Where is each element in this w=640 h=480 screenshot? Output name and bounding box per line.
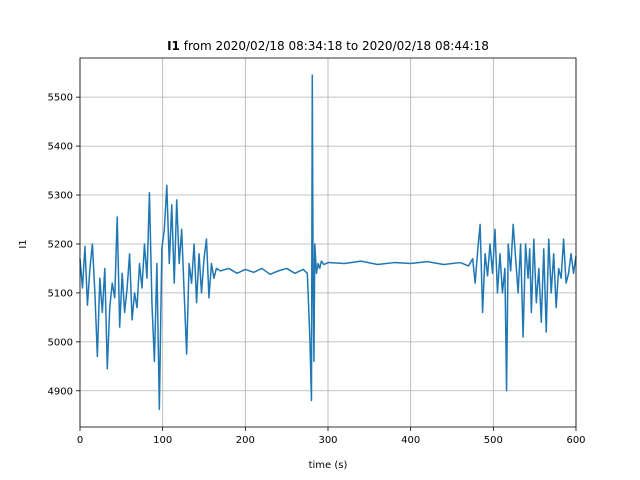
- x-tick-label: 0: [77, 435, 83, 446]
- y-axis-label: I1: [18, 239, 29, 248]
- y-tick-label: 5100: [48, 288, 73, 299]
- x-tick-label: 500: [484, 435, 503, 446]
- x-axis-ticks: 0 100 200 300 400 500 600: [77, 427, 586, 446]
- y-axis-ticks: 4900 5000 5100 5200 5300 5400 5500: [48, 93, 80, 397]
- series-line-group: [79, 74, 577, 411]
- x-tick-label: 300: [318, 435, 337, 446]
- y-tick-label: 5400: [48, 142, 73, 153]
- y-tick-label: 5000: [48, 337, 73, 348]
- x-tick-label: 100: [153, 435, 172, 446]
- y-tick-label: 5500: [48, 93, 73, 104]
- y-tick-label: 5200: [48, 239, 73, 250]
- chart-title: I1 from 2020/02/18 08:34:18 to 2020/02/1…: [167, 39, 489, 53]
- x-tick-label: 200: [236, 435, 255, 446]
- chart-title-rest: from 2020/02/18 08:34:18 to 2020/02/18 0…: [180, 39, 489, 53]
- x-tick-label: 400: [401, 435, 420, 446]
- y-tick-label: 5300: [48, 191, 73, 202]
- x-axis-label: time (s): [309, 460, 348, 471]
- y-tick-label: 4900: [48, 386, 73, 397]
- x-tick-label: 600: [566, 435, 585, 446]
- chart-title-bold: I1: [167, 39, 180, 53]
- series-line: [79, 74, 577, 411]
